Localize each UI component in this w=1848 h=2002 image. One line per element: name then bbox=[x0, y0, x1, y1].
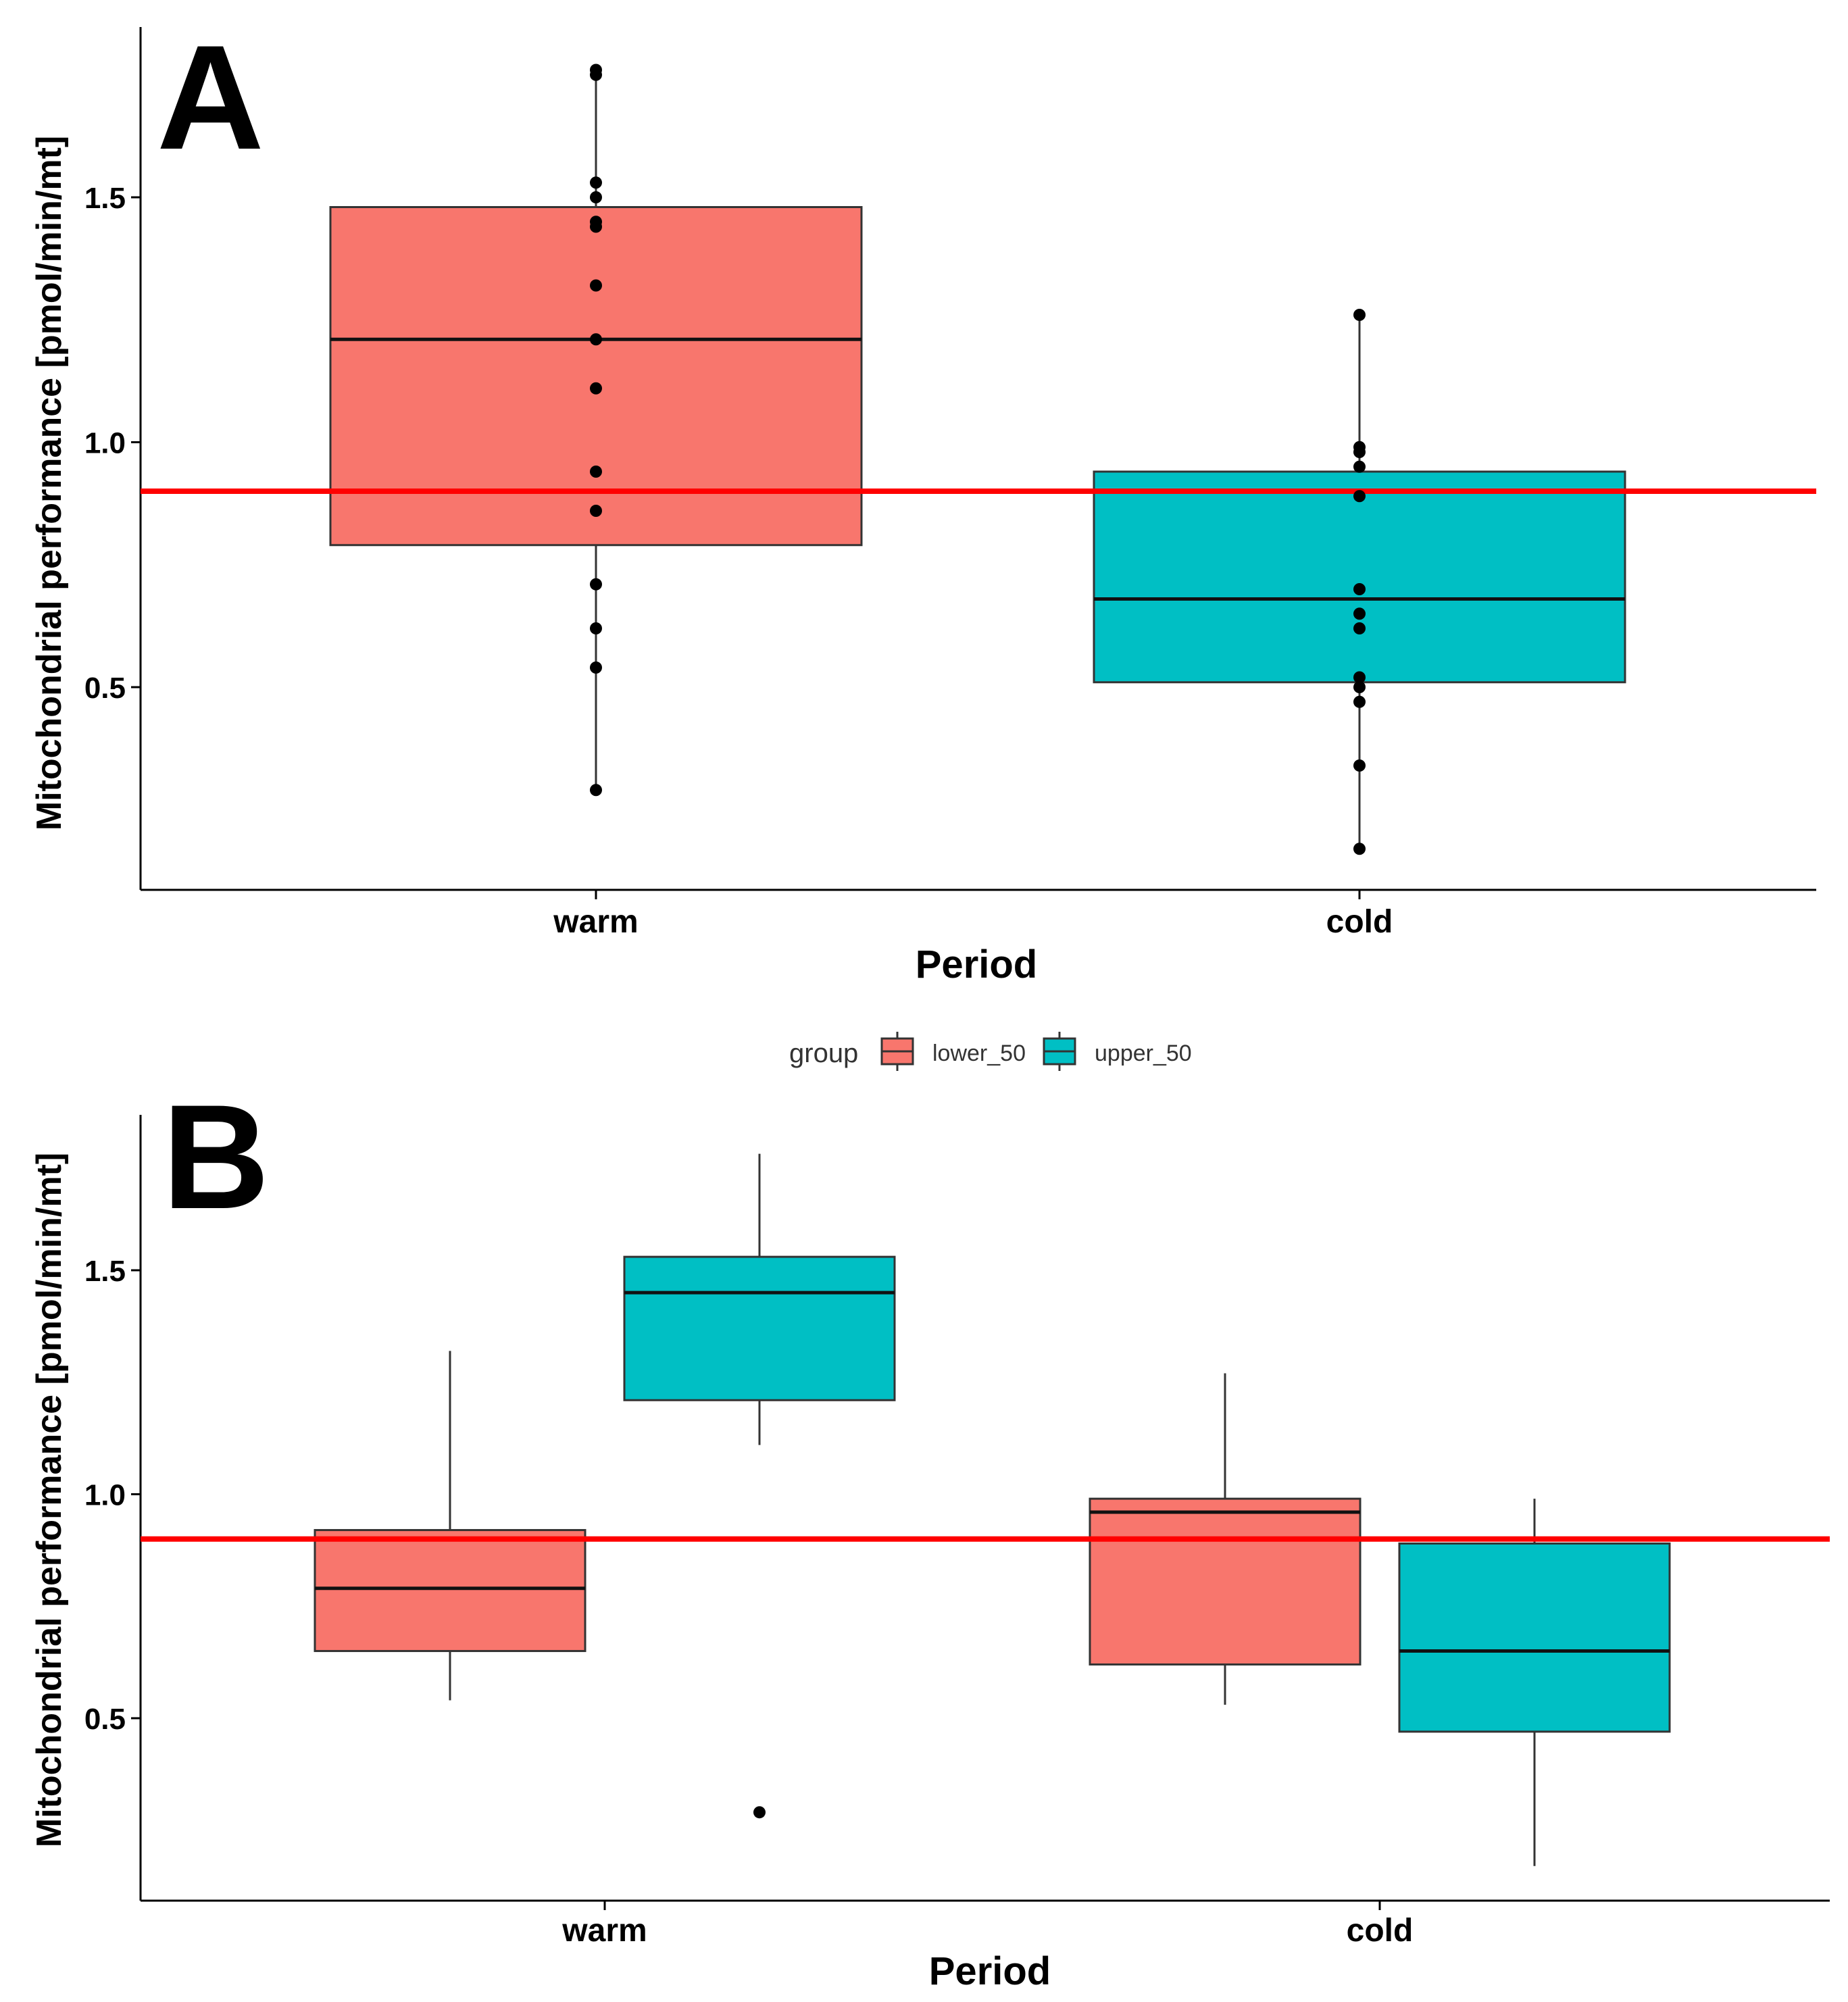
panel-a-data-point-cold bbox=[1353, 446, 1366, 458]
panel-a-data-point-warm bbox=[590, 382, 602, 395]
panel-b-box-lower-50-warm-iqr-box bbox=[314, 1529, 586, 1653]
panel-a-letter: A bbox=[157, 14, 264, 180]
panel-a-data-point-cold bbox=[1353, 460, 1366, 473]
panel-b-y-tick-label: 1.5 bbox=[84, 1255, 126, 1288]
panel-a: A Mitochondrial performance [pmol/min/mt… bbox=[30, 14, 1816, 986]
panel-a-data-point-warm bbox=[590, 176, 602, 189]
panel-b: B Mitochondrial performance [pmol/min/mt… bbox=[30, 1032, 1830, 1993]
panel-b-x-tick-label-cold: cold bbox=[1347, 1913, 1414, 1949]
panel-a-data-point-warm bbox=[590, 784, 602, 797]
panel-a-data-point-warm bbox=[590, 622, 602, 634]
panel-a-x-axis-title: Period bbox=[916, 943, 1038, 986]
legend-title: group bbox=[789, 1038, 858, 1068]
panel-a-y-tick-label: 1.0 bbox=[84, 427, 126, 460]
panel-b-plot-area: 0.5 1.0 1.5 warm cold bbox=[84, 1115, 1830, 1949]
panel-a-box-warm-iqr-box bbox=[329, 206, 863, 547]
panel-b-box-upper-50-cold-iqr-box bbox=[1398, 1542, 1671, 1733]
panel-a-data-point-cold bbox=[1353, 607, 1366, 620]
panel-a-data-point-warm bbox=[590, 220, 602, 233]
panel-a-x-tick-label-cold: cold bbox=[1326, 904, 1393, 940]
panel-a-data-point-cold bbox=[1353, 681, 1366, 693]
panel-a-data-point-warm bbox=[590, 578, 602, 591]
panel-a-y-tick-label: 1.5 bbox=[84, 182, 126, 215]
panel-a-data-point-cold bbox=[1353, 671, 1366, 684]
panel-b-x-axis-title: Period bbox=[929, 1949, 1051, 1993]
panel-a-data-point-warm bbox=[590, 191, 602, 203]
legend-entry-upper-50: upper_50 bbox=[1043, 1032, 1192, 1071]
panel-a-data-point-cold bbox=[1353, 583, 1366, 595]
legend: group lower_50 upper_50 bbox=[789, 1032, 1192, 1071]
panel-a-box-cold bbox=[1093, 315, 1626, 849]
legend-label-upper-50: upper_50 bbox=[1095, 1041, 1192, 1066]
panel-b-box-lower-50-cold bbox=[1089, 1373, 1362, 1705]
panel-a-data-point-cold bbox=[1353, 695, 1366, 708]
panel-a-box-cold-iqr-box bbox=[1093, 470, 1626, 684]
panel-a-data-point-warm bbox=[590, 68, 602, 81]
panel-a-data-point-cold bbox=[1353, 759, 1366, 772]
panel-a-data-point-cold bbox=[1353, 622, 1366, 634]
legend-label-lower-50: lower_50 bbox=[932, 1041, 1026, 1066]
panel-b-y-tick-label: 0.5 bbox=[84, 1703, 126, 1736]
panel-b-x-tick-label-warm: warm bbox=[561, 1913, 647, 1949]
panel-b-box-lower-50-cold-iqr-box bbox=[1089, 1497, 1362, 1666]
panel-a-y-tick-label: 0.5 bbox=[84, 672, 126, 705]
panel-b-box-lower-50-warm bbox=[314, 1351, 586, 1701]
panel-a-y-axis-title: Mitochondrial performance [pmol/min/mt] bbox=[30, 136, 69, 831]
panel-b-box-upper-50-warm-iqr-box bbox=[623, 1255, 896, 1401]
panel-a-data-point-cold bbox=[1353, 490, 1366, 503]
panel-a-plot-area: 0.5 1.0 1.5 warm cold bbox=[84, 27, 1816, 940]
panel-a-data-point-warm bbox=[590, 466, 602, 478]
panel-b-letter: B bbox=[162, 1074, 270, 1240]
panel-a-data-point-warm bbox=[590, 333, 602, 346]
panel-a-data-point-cold bbox=[1353, 843, 1366, 855]
panel-a-data-point-cold bbox=[1353, 309, 1366, 321]
panel-b-box-upper-50-cold bbox=[1398, 1499, 1671, 1866]
panel-b-box-upper-50-warm-outlier-point bbox=[753, 1806, 766, 1819]
legend-entry-lower-50: lower_50 bbox=[880, 1032, 1026, 1071]
panel-b-y-axis-title: Mitochondrial performance [pmol/min/mt] bbox=[30, 1153, 69, 1848]
panel-a-data-point-warm bbox=[590, 661, 602, 674]
panel-a-x-tick-label-warm: warm bbox=[553, 904, 638, 940]
panel-a-data-point-warm bbox=[590, 279, 602, 292]
panel-b-y-tick-label: 1.0 bbox=[84, 1479, 126, 1512]
panel-b-box-upper-50-warm bbox=[623, 1153, 896, 1819]
panel-a-data-point-warm bbox=[590, 505, 602, 517]
